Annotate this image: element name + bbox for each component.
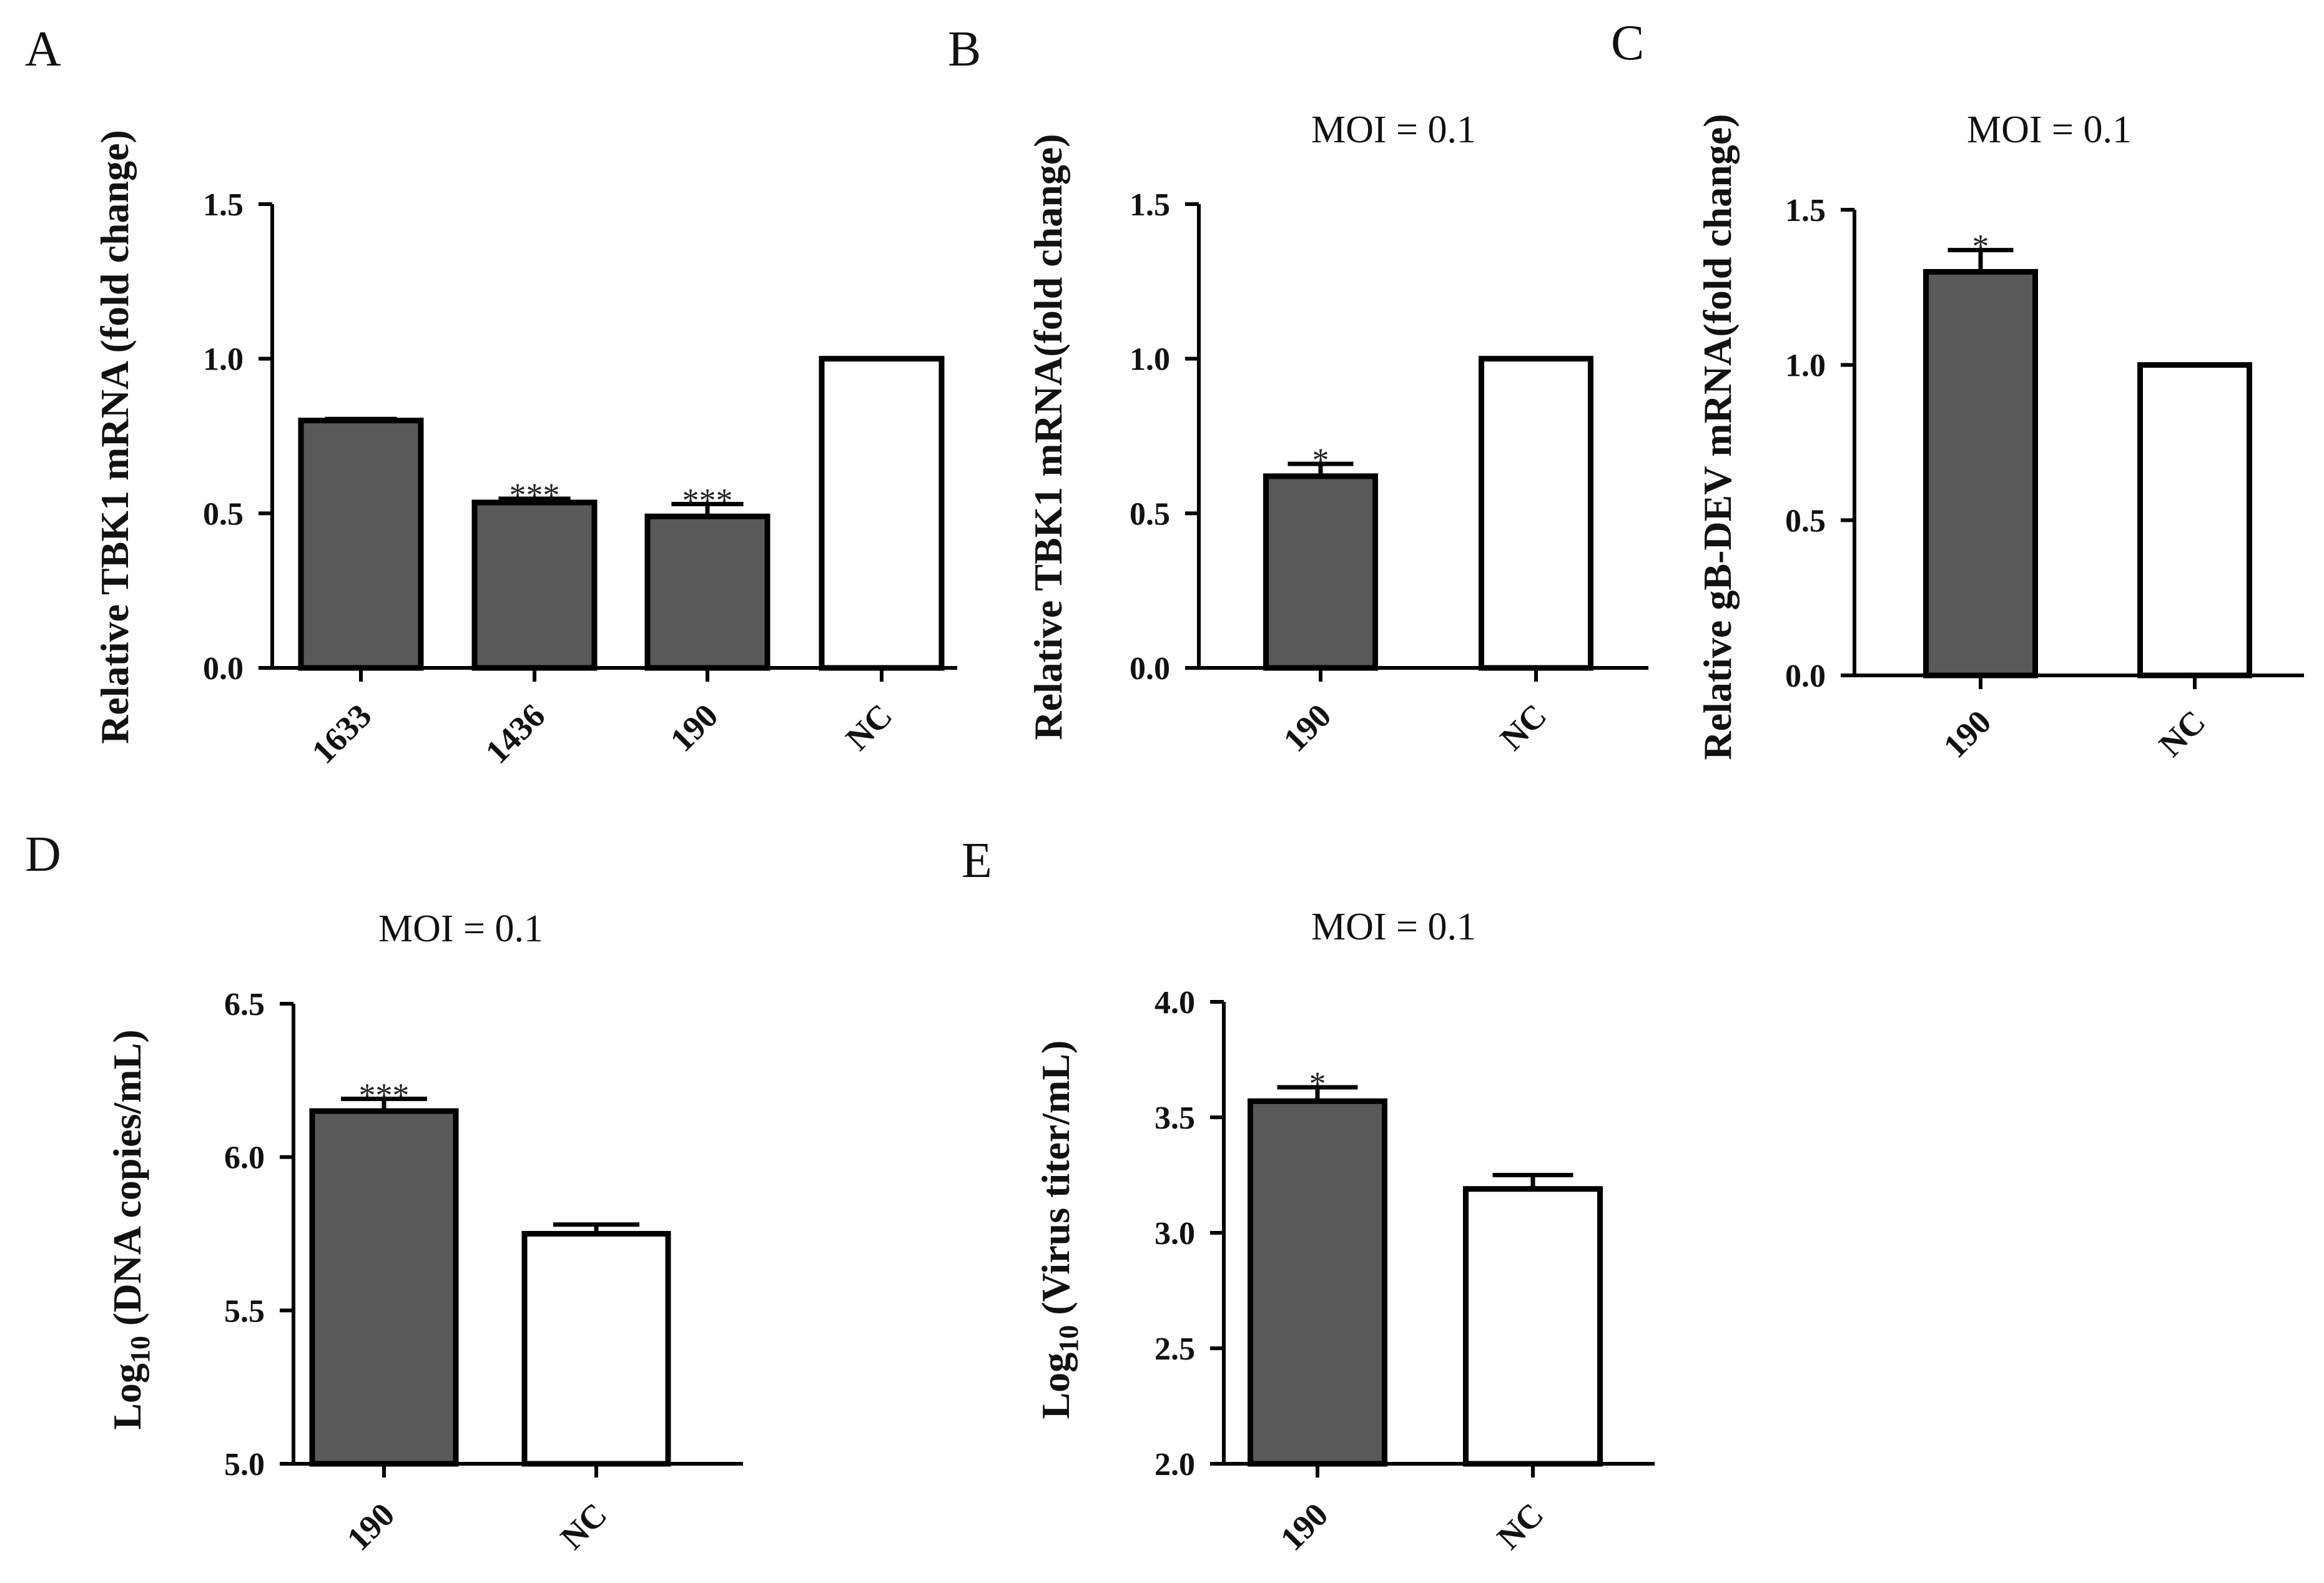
category-label: 190: [340, 1496, 402, 1558]
y-tick-label: 1.5: [1785, 193, 1826, 228]
category-label: 1633: [305, 697, 379, 771]
significance-marker: ***: [510, 476, 560, 514]
chart-title: MOI = 0.1: [1311, 109, 1476, 151]
y-tick-label: 1.0: [1130, 342, 1170, 378]
chart-title: MOI = 0.1: [378, 908, 543, 950]
y-tick-label: 6.0: [224, 1140, 265, 1176]
bar-190: [644, 513, 771, 671]
y-axis-label: Log10 (DNA copies/mL): [105, 1029, 155, 1429]
y-tick-label: 0.0: [203, 651, 244, 687]
chart-title: MOI = 0.1: [1311, 906, 1476, 948]
category-label: 190: [1276, 697, 1339, 759]
panel-letter: E: [962, 833, 992, 888]
category-label: 1436: [478, 697, 553, 771]
y-tick-label: 0.0: [1785, 659, 1826, 694]
chart-panel-b: B MOI = 0.1 Relative TBK1 mRNA(fold change…: [948, 22, 1648, 759]
category-label: NC: [2152, 703, 2213, 764]
y-tick-label: 1.5: [203, 187, 244, 223]
panel-letter: C: [1611, 16, 1644, 71]
y-tick-label: 3.0: [1155, 1216, 1195, 1252]
category-label: 190: [1936, 703, 1999, 765]
bar-1633: [298, 418, 424, 671]
y-tick-label: 0.5: [203, 496, 244, 532]
chart-panel-a: A Relative TBK1 mRNA (fold change) 0.0 0.5 1…: [25, 22, 957, 771]
significance-marker: *: [1972, 228, 1989, 265]
y-tick-label: 0.5: [1785, 503, 1826, 539]
y-tick-label: 5.0: [224, 1447, 265, 1483]
significance-marker: ***: [359, 1076, 410, 1114]
bar-190: [1248, 1098, 1387, 1467]
bar-1436: [471, 499, 598, 671]
y-tick-label: 6.5: [224, 987, 265, 1022]
category-label: NC: [1490, 1496, 1551, 1557]
y-axis-label: Log10 (Virus titer/mL): [1033, 1041, 1084, 1419]
bar-190: [1263, 473, 1378, 671]
y-axis-label: Relative TBK1 mRNA(fold change): [1026, 134, 1070, 740]
y-tick-label: 0.0: [1130, 651, 1170, 687]
panel-letter: B: [948, 22, 981, 77]
bar-nc: [521, 1231, 671, 1467]
y-tick-label: 0.5: [1130, 496, 1170, 532]
category-label: 190: [663, 697, 726, 759]
y-tick-label: 1.0: [1785, 348, 1826, 384]
panel-letter: A: [25, 22, 61, 77]
category-label: 190: [1273, 1496, 1336, 1558]
y-tick-label: 1.0: [203, 342, 244, 378]
chart-title: MOI = 0.1: [1967, 109, 2132, 151]
y-tick-label: 2.0: [1155, 1447, 1195, 1483]
panel-letter: D: [25, 827, 61, 882]
chart-panel-e: E MOI = 0.1 Log10 (Virus titer/mL) 2.0 2.5 3.…: [962, 833, 1655, 1558]
bar-190: [309, 1108, 459, 1467]
y-tick-label: 2.5: [1155, 1331, 1195, 1367]
category-label: NC: [1493, 697, 1554, 758]
bar-190: [1923, 268, 2038, 679]
bar-nc: [819, 356, 945, 671]
chart-panel-d: D MOI = 0.1 Log10 (DNA copies/mL) 5.0 5.5 6.0…: [25, 827, 743, 1558]
y-tick-label: 5.5: [224, 1293, 265, 1329]
y-tick-label: 1.5: [1130, 187, 1170, 223]
chart-panel-c: C MOI = 0.1 Relative gB-DEV mRNA(fold chan…: [1611, 16, 2304, 765]
bar-nc: [1479, 356, 1593, 671]
y-axis-label: Relative gB-DEV mRNA(fold change): [1695, 114, 1740, 760]
y-tick-label: 3.5: [1155, 1100, 1195, 1136]
significance-marker: *: [1309, 1065, 1326, 1102]
significance-marker: ***: [682, 481, 733, 519]
bar-nc: [1463, 1186, 1603, 1467]
significance-marker: *: [1312, 441, 1329, 479]
y-axis-label: Relative TBK1 mRNA (fold change): [92, 130, 137, 744]
y-tick-label: 4.0: [1155, 985, 1195, 1021]
bar-nc: [2137, 362, 2252, 679]
category-label: NC: [553, 1496, 614, 1557]
category-label: NC: [839, 697, 900, 758]
